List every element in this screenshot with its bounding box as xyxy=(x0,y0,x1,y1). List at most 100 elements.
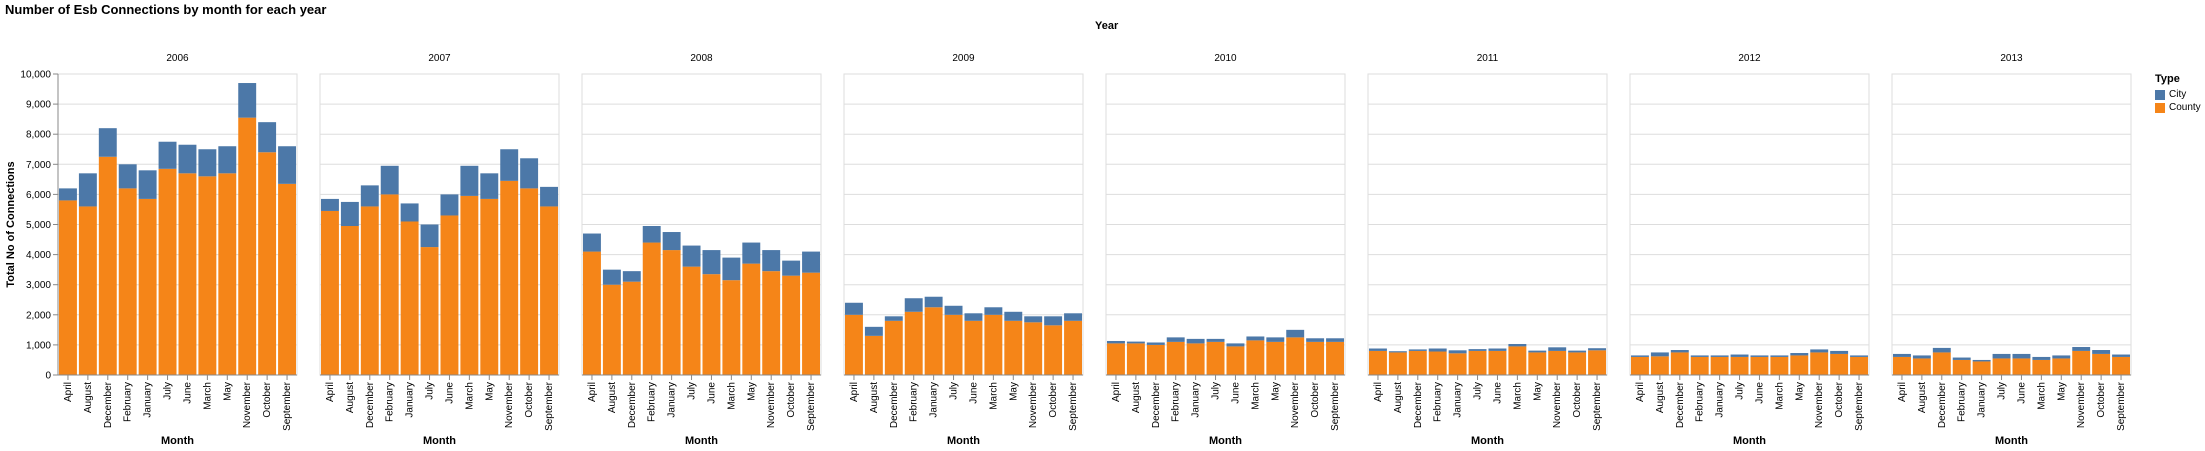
bar-county-2006-december xyxy=(98,156,117,375)
bar-city-2007-november xyxy=(500,149,519,181)
bar-county-2010-january xyxy=(1186,343,1205,375)
x-tick-label-may: May xyxy=(1008,382,1019,401)
bar-city-2011-april xyxy=(1368,348,1387,351)
bar-city-2009-august xyxy=(864,326,883,336)
x-axis-title: Month xyxy=(1995,435,2028,447)
bar-county-2011-february xyxy=(1428,351,1447,375)
x-tick-label-january: January xyxy=(143,382,154,418)
bar-city-2006-january xyxy=(138,170,157,199)
legend-label-city: City xyxy=(2169,89,2187,100)
bar-county-2006-july xyxy=(158,168,177,375)
bar-county-2007-august xyxy=(340,226,359,375)
bar-county-2013-march xyxy=(2032,359,2051,375)
bar-county-2009-may xyxy=(1004,320,1023,375)
bar-city-2008-february xyxy=(642,226,661,243)
bar-city-2008-may xyxy=(742,242,761,264)
bar-county-2008-april xyxy=(582,251,601,375)
x-tick-label-february: February xyxy=(385,382,396,422)
bar-county-2013-april xyxy=(1892,356,1911,375)
legend-title: Type xyxy=(2155,73,2180,85)
bar-county-2008-may xyxy=(742,263,761,375)
x-tick-label-june: June xyxy=(968,382,979,404)
bar-city-2007-may xyxy=(480,173,499,199)
bar-city-2012-december xyxy=(1670,350,1689,353)
x-tick-label-january: January xyxy=(1977,382,1988,418)
facet-header-2006: 2006 xyxy=(166,53,189,64)
bar-city-2011-may xyxy=(1528,350,1547,353)
bar-county-2012-november xyxy=(1810,352,1829,375)
x-tick-label-july: July xyxy=(949,382,960,400)
bar-city-2013-july xyxy=(1992,353,2011,359)
bar-city-2012-june xyxy=(1750,355,1769,357)
bar-city-2010-november xyxy=(1286,329,1305,338)
x-tick-label-june: June xyxy=(706,382,717,404)
bar-county-2007-october xyxy=(520,188,539,375)
facet-2012: 2012 April August December February January Ju… xyxy=(1629,53,1870,447)
facet-2010: 2010 April August December February January Ju… xyxy=(1105,53,1346,447)
x-axis-title: Month xyxy=(947,435,980,447)
x-tick-label-december: December xyxy=(1413,381,1424,428)
bar-county-2011-september xyxy=(1588,350,1607,375)
bar-city-2011-february xyxy=(1428,348,1447,352)
x-tick-label-december: December xyxy=(1151,381,1162,428)
bar-county-2006-may xyxy=(218,173,237,375)
x-tick-label-september: September xyxy=(1854,381,1865,431)
x-axis-title: Month xyxy=(1733,435,1766,447)
bar-county-2013-august xyxy=(1912,358,1931,375)
x-tick-label-july: July xyxy=(1211,382,1222,400)
x-tick-label-october: October xyxy=(524,381,535,417)
bar-county-2006-november xyxy=(238,117,257,376)
bar-county-2011-april xyxy=(1368,350,1387,375)
bar-city-2006-december xyxy=(98,128,117,157)
bar-city-2008-march xyxy=(722,257,741,281)
bar-county-2012-december xyxy=(1670,352,1689,375)
x-tick-label-november: November xyxy=(1552,381,1563,428)
bar-city-2009-april xyxy=(844,302,863,315)
bar-city-2007-july xyxy=(420,224,439,248)
x-tick-label-april: April xyxy=(63,382,74,402)
facet-2006: 2006 April August December February January Ju… xyxy=(20,53,298,447)
bar-county-2009-september xyxy=(1064,320,1083,375)
bar-city-2012-september xyxy=(1850,355,1869,357)
bar-city-2007-february xyxy=(380,165,399,195)
chart-title: Number of Esb Connections by month for e… xyxy=(5,2,327,17)
facet-2008: 2008 April August December February January Ju… xyxy=(581,53,822,447)
bar-county-2007-february xyxy=(380,194,399,375)
bar-city-2007-october xyxy=(520,158,539,189)
bar-county-2006-march xyxy=(198,176,217,375)
x-tick-label-december: December xyxy=(627,381,638,428)
bar-city-2006-july xyxy=(158,141,177,169)
x-tick-label-july: July xyxy=(1473,382,1484,400)
bar-county-2010-july xyxy=(1206,341,1225,375)
bar-county-2012-august xyxy=(1650,356,1669,375)
bar-city-2006-may xyxy=(218,146,237,174)
bar-city-2007-december xyxy=(360,185,379,207)
x-tick-label-december: December xyxy=(103,381,114,428)
bar-city-2008-november xyxy=(762,250,781,272)
y-tick-label: 2,000 xyxy=(26,310,51,321)
bar-city-2009-january xyxy=(924,296,943,308)
bar-city-2006-june xyxy=(178,144,197,174)
bar-city-2013-september xyxy=(2112,354,2131,357)
bar-county-2008-september xyxy=(802,272,821,375)
bar-county-2013-february xyxy=(1952,359,1971,375)
x-tick-label-march: March xyxy=(1250,382,1261,410)
x-axis-title: Month xyxy=(161,435,194,447)
x-tick-label-september: September xyxy=(1068,381,1079,431)
x-tick-label-september: September xyxy=(2116,381,2127,431)
bar-county-2012-september xyxy=(1850,356,1869,375)
bar-city-2012-august xyxy=(1650,352,1669,357)
x-tick-label-may: May xyxy=(1532,382,1543,401)
bar-city-2013-may xyxy=(2052,355,2071,359)
x-tick-label-january: January xyxy=(667,382,678,418)
bar-county-2013-may xyxy=(2052,358,2071,375)
bar-county-2011-november xyxy=(1548,350,1567,375)
bar-city-2013-january xyxy=(1972,359,1991,362)
bar-county-2011-may xyxy=(1528,352,1547,375)
bar-city-2011-august xyxy=(1388,351,1407,353)
bar-city-2009-september xyxy=(1064,313,1083,321)
y-tick-label: 1,000 xyxy=(26,340,51,351)
facet-header-2008: 2008 xyxy=(690,53,713,64)
bar-county-2011-october xyxy=(1568,352,1587,375)
bar-county-2011-march xyxy=(1508,346,1527,375)
